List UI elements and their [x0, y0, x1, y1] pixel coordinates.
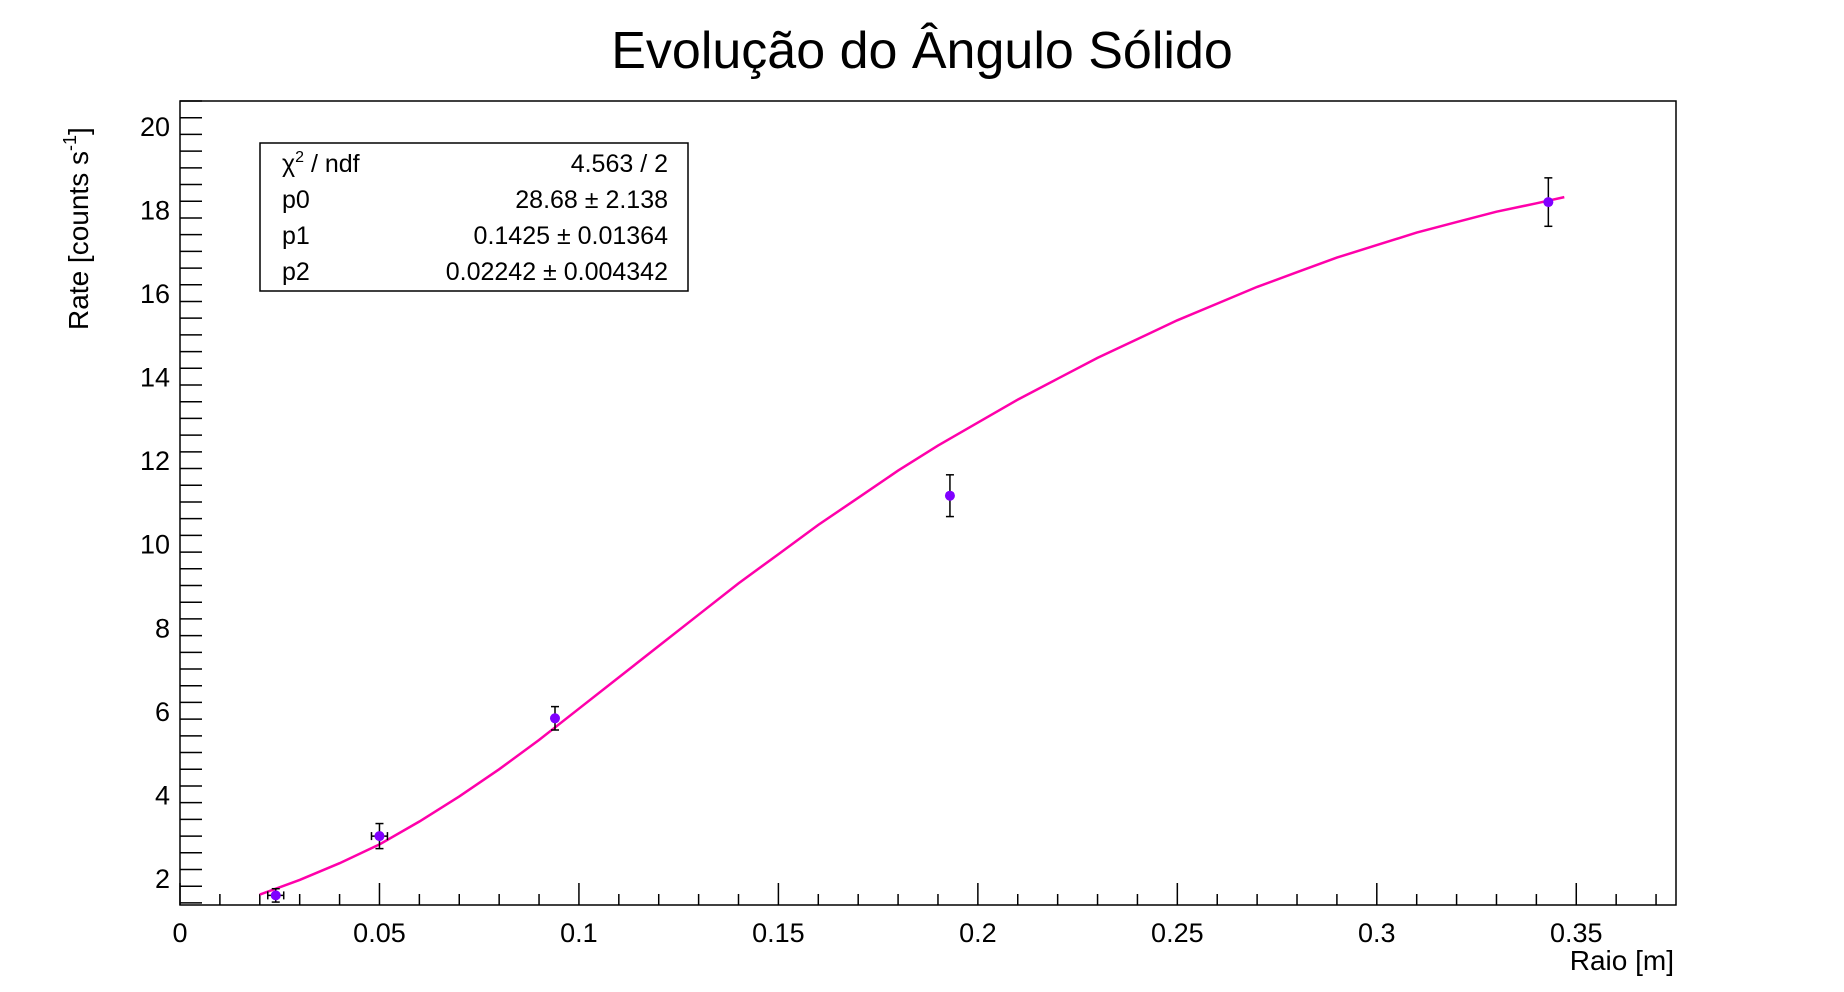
x-tick-label: 0.15 [752, 918, 805, 948]
y-axis-ticks [180, 100, 202, 904]
point-marker [270, 890, 281, 901]
fit-curve [259, 195, 1565, 896]
stats-label: p0 [282, 186, 310, 214]
point-marker [549, 713, 560, 724]
y-tick-label: 10 [140, 530, 170, 560]
plot-frame [179, 100, 1677, 906]
data-point [944, 474, 955, 518]
data-point [370, 822, 389, 850]
point-marker [944, 490, 955, 501]
data-points [267, 177, 1554, 903]
y-tick-label: 8 [155, 613, 170, 643]
point-marker [374, 831, 385, 842]
chart-title: Evolução do Ângulo Sólido [611, 22, 1233, 80]
y-tick-label: 16 [140, 279, 170, 309]
y-tick-label: 12 [140, 446, 170, 476]
x-tick-label: 0.3 [1358, 918, 1396, 948]
stats-value: 0.1425 ± 0.01364 [474, 222, 669, 250]
stats-label: p2 [282, 258, 310, 286]
x-axis-ticks [179, 883, 1657, 905]
stats-value: 28.68 ± 2.138 [515, 186, 668, 214]
data-point [267, 887, 285, 903]
stats-label: p1 [282, 222, 310, 250]
x-tick-label: 0 [172, 918, 187, 948]
x-tick-label: 0.05 [353, 918, 406, 948]
y-tick-label: 4 [155, 780, 170, 810]
x-axis-tick-labels: 0 0.05 0.1 0.15 0.2 0.25 0.3 0.35 [172, 918, 1602, 948]
x-axis-label: Raio [m] [1570, 945, 1674, 976]
data-point [549, 705, 560, 731]
stats-box-frame [259, 142, 689, 292]
fit-stats-box: χ2 / ndf 4.563 / 2 p0 28.68 ± 2.138 p1 0.1425… [259, 142, 689, 292]
y-tick-label: 6 [155, 697, 170, 727]
y-tick-label: 18 [140, 196, 170, 226]
x-tick-label: 0.35 [1550, 918, 1603, 948]
stats-value: 4.563 / 2 [571, 150, 668, 178]
y-axis-label: Rate [counts s-1] [60, 127, 94, 330]
y-tick-label: 20 [140, 112, 170, 142]
x-tick-label: 0.2 [959, 918, 997, 948]
y-axis-tick-labels: 2 4 6 8 10 12 14 16 18 20 [140, 112, 170, 894]
x-tick-label: 0.25 [1151, 918, 1204, 948]
x-tick-label: 0.1 [560, 918, 598, 948]
stats-value: 0.02242 ± 0.004342 [446, 258, 668, 286]
y-tick-label: 14 [140, 363, 170, 393]
y-tick-label: 2 [155, 864, 170, 894]
point-marker [1543, 197, 1554, 208]
data-point [1543, 177, 1554, 228]
stats-label: χ2 / ndf [282, 149, 360, 178]
